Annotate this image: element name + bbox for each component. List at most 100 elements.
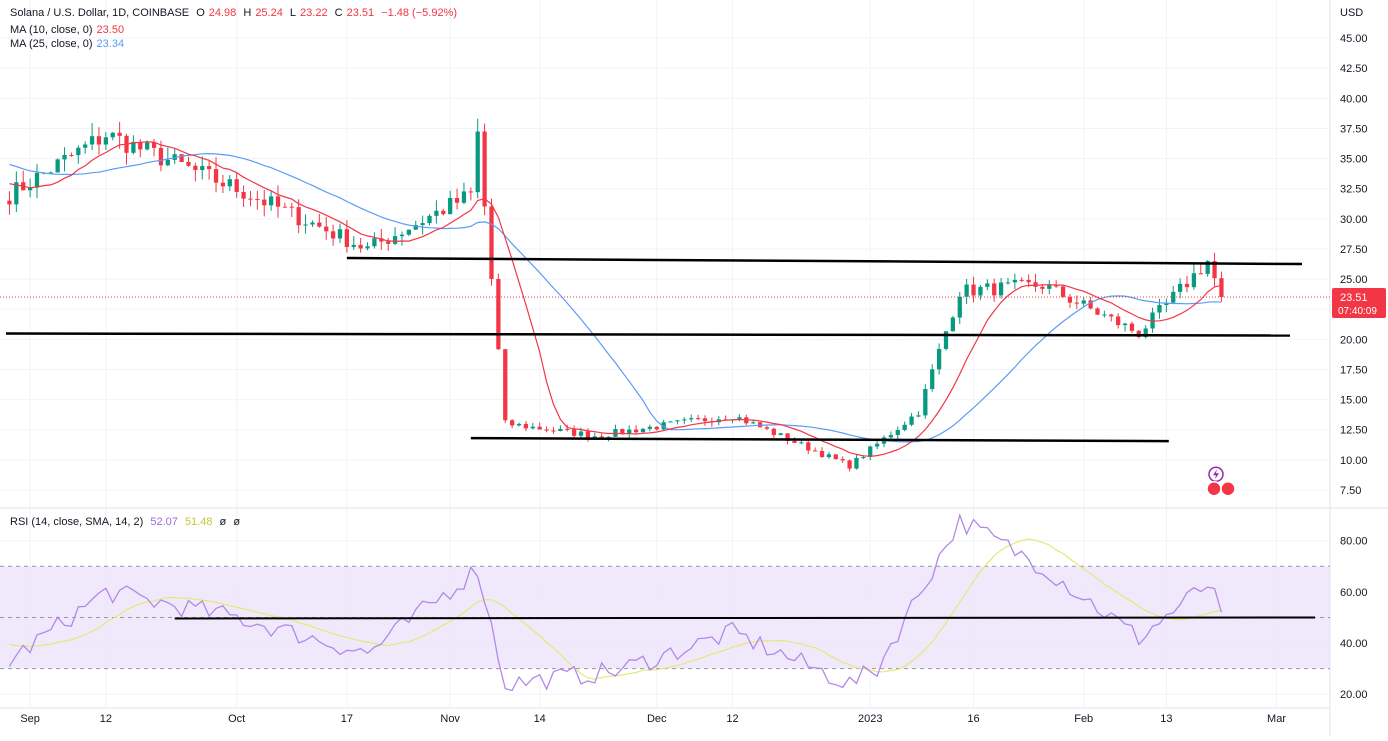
candle[interactable] <box>324 216 329 240</box>
candle[interactable] <box>275 185 281 218</box>
rsi-legend[interactable]: RSI (14, close, SMA, 14, 2) 52.07 51.48 … <box>10 516 244 528</box>
candle[interactable] <box>923 384 928 419</box>
candle[interactable] <box>895 426 900 440</box>
candle[interactable] <box>496 273 501 350</box>
candle[interactable] <box>303 214 308 234</box>
candle[interactable] <box>826 451 832 459</box>
rsi-midline-drawn[interactable] <box>174 616 1316 620</box>
candle[interactable] <box>633 425 639 434</box>
candle[interactable] <box>503 348 508 424</box>
candle[interactable] <box>62 147 67 172</box>
candle[interactable] <box>1040 284 1045 295</box>
candle[interactable] <box>1033 273 1038 292</box>
candle[interactable] <box>964 279 969 305</box>
candle[interactable] <box>1171 285 1176 304</box>
candle[interactable] <box>1129 321 1135 334</box>
candle[interactable] <box>89 122 95 151</box>
candle[interactable] <box>1102 310 1107 318</box>
candle[interactable] <box>950 315 956 332</box>
candle[interactable] <box>1067 294 1073 308</box>
candle[interactable] <box>1212 252 1217 287</box>
candle[interactable] <box>7 191 12 215</box>
candle[interactable] <box>854 455 859 470</box>
candle[interactable] <box>399 231 405 246</box>
candle[interactable] <box>1150 307 1155 333</box>
candle[interactable] <box>668 421 673 423</box>
candle[interactable] <box>392 227 398 246</box>
candle[interactable] <box>916 411 921 418</box>
candle[interactable] <box>565 424 570 432</box>
candle[interactable] <box>902 421 907 432</box>
candle[interactable] <box>1054 280 1059 288</box>
candle[interactable] <box>1081 297 1086 307</box>
candle[interactable] <box>372 232 377 249</box>
flag-event-icon-2[interactable] <box>1220 480 1236 497</box>
candle[interactable] <box>227 175 232 192</box>
candle[interactable] <box>806 440 811 455</box>
support-line-upper[interactable] <box>5 332 1291 337</box>
candle[interactable] <box>76 145 81 164</box>
candle[interactable] <box>448 190 453 215</box>
symbol-legend[interactable]: Solana / U.S. Dollar, 1D, COINBASE O 24.9… <box>10 7 461 19</box>
candle[interactable] <box>103 132 108 150</box>
candle[interactable] <box>248 191 253 207</box>
candle[interactable] <box>1164 298 1169 313</box>
candle[interactable] <box>978 285 983 301</box>
candle[interactable] <box>475 118 480 199</box>
candle[interactable] <box>530 422 535 430</box>
candle[interactable] <box>461 182 467 205</box>
rsi-line[interactable] <box>8 512 1223 692</box>
candle[interactable] <box>351 236 356 250</box>
candle[interactable] <box>771 427 776 438</box>
candle[interactable] <box>21 170 26 191</box>
candle[interactable] <box>124 133 129 165</box>
candle[interactable] <box>262 189 267 217</box>
candle[interactable] <box>186 156 191 167</box>
candle[interactable] <box>599 433 604 438</box>
candle[interactable] <box>55 158 60 173</box>
candle[interactable] <box>193 162 198 182</box>
candle[interactable] <box>558 425 563 432</box>
flag-event-icon[interactable] <box>1206 480 1222 497</box>
candle[interactable] <box>571 425 577 438</box>
candle[interactable] <box>1005 277 1011 285</box>
candle[interactable] <box>874 440 880 450</box>
candle[interactable] <box>420 215 425 235</box>
candle[interactable] <box>613 424 618 438</box>
candle[interactable] <box>317 213 322 228</box>
candle[interactable] <box>1019 277 1024 283</box>
candle[interactable] <box>833 454 838 460</box>
candle[interactable] <box>1122 322 1128 332</box>
candle[interactable] <box>702 415 708 426</box>
candle[interactable] <box>255 190 260 210</box>
candle[interactable] <box>158 140 164 172</box>
candle[interactable] <box>441 208 446 216</box>
candle[interactable] <box>1060 284 1066 298</box>
candle[interactable] <box>179 154 184 163</box>
candle[interactable] <box>689 414 694 422</box>
candle[interactable] <box>523 421 529 432</box>
candle[interactable] <box>516 422 522 427</box>
candle[interactable] <box>207 160 212 180</box>
candle[interactable] <box>213 157 219 193</box>
candle[interactable] <box>992 278 997 302</box>
candle[interactable] <box>358 237 363 253</box>
candle[interactable] <box>337 223 343 243</box>
candle[interactable] <box>1184 275 1190 293</box>
candle[interactable] <box>468 187 473 201</box>
candle[interactable] <box>289 202 294 218</box>
candle[interactable] <box>930 364 935 392</box>
candle[interactable] <box>1109 313 1114 322</box>
ma25-legend[interactable]: MA (25, close, 0) 23.34 <box>10 38 128 50</box>
candle[interactable] <box>413 220 418 230</box>
candle[interactable] <box>1095 307 1100 316</box>
candle[interactable] <box>434 200 439 224</box>
candle[interactable] <box>675 419 680 425</box>
candle[interactable] <box>1012 273 1017 290</box>
candle[interactable] <box>172 148 177 164</box>
candle[interactable] <box>268 191 274 211</box>
candle[interactable] <box>165 147 170 167</box>
candle[interactable] <box>868 445 873 461</box>
candle[interactable] <box>14 171 19 213</box>
